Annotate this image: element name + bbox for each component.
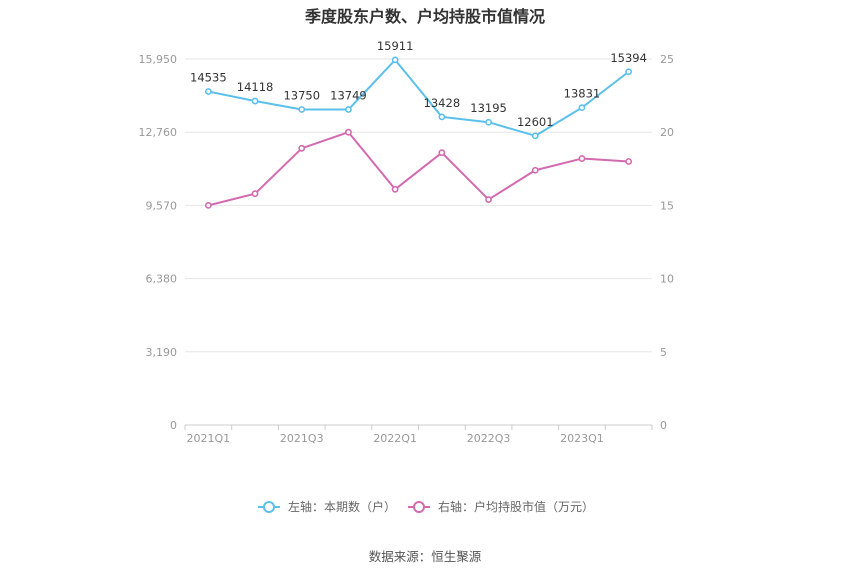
- data-point: [391, 56, 399, 64]
- data-label: 12601: [517, 115, 554, 129]
- right-axis-tick-label: 0: [660, 419, 667, 432]
- data-point: [345, 128, 352, 136]
- data-point: [625, 68, 633, 76]
- data-point: [391, 185, 399, 193]
- left-axis-tick-label: 12,760: [139, 126, 178, 139]
- right-axis-tick-label: 25: [660, 53, 674, 66]
- data-point: [578, 104, 586, 112]
- data-point: [438, 113, 446, 121]
- data-label: 14118: [237, 80, 274, 94]
- data-label: 13749: [330, 89, 367, 103]
- data-label: 13195: [470, 101, 507, 115]
- x-axis-tick-label: 2021Q1: [187, 432, 231, 445]
- legend-swatch-marker: [413, 501, 425, 513]
- data-label: 14535: [190, 70, 227, 84]
- data-point: [251, 97, 259, 105]
- x-axis-tick-label: 2022Q3: [467, 432, 511, 445]
- x-axis-tick-label: 2021Q3: [280, 432, 324, 445]
- data-label: 15911: [377, 39, 414, 53]
- right-axis-tick-label: 10: [660, 273, 674, 286]
- data-point: [485, 118, 492, 126]
- data-point: [485, 196, 492, 203]
- x-axis-tick-label: 2022Q1: [373, 432, 417, 445]
- x-axis-tick-label: 2023Q1: [560, 432, 604, 445]
- right-axis-tick-label: 5: [660, 346, 667, 359]
- data-point: [298, 106, 306, 113]
- data-label: 13750: [283, 88, 320, 102]
- left-axis-tick-label: 15,950: [139, 53, 178, 66]
- data-point: [578, 155, 586, 162]
- left-axis-tick-label: 0: [170, 419, 177, 432]
- data-point: [625, 158, 633, 165]
- legend-label-2: 右轴：户均持股市值（万元）: [438, 499, 594, 514]
- legend-label-1: 左轴：本期数（户）: [288, 499, 396, 514]
- data-label: 15394: [610, 51, 647, 65]
- data-label: 13428: [424, 96, 461, 110]
- data-point: [204, 88, 212, 95]
- data-point: [204, 201, 212, 209]
- source-note: 数据来源：恒生聚源: [368, 549, 482, 564]
- legend-swatch-marker: [263, 501, 275, 513]
- data-point: [531, 132, 539, 140]
- data-point: [531, 166, 539, 174]
- data-point: [438, 149, 446, 157]
- left-axis-tick-label: 6,380: [146, 273, 178, 286]
- chart-title: 季度股东户数、户均持股市值情况: [304, 7, 545, 26]
- left-axis-tick-label: 3,190: [146, 346, 178, 359]
- series-line-1: [208, 58, 630, 137]
- data-point: [298, 144, 306, 152]
- right-axis-tick-label: 20: [660, 126, 674, 139]
- data-point: [345, 106, 352, 113]
- data-point: [251, 190, 259, 198]
- left-axis-tick-label: 9,570: [146, 199, 178, 212]
- series-line-2: [208, 131, 629, 207]
- right-axis-tick-label: 15: [660, 199, 674, 212]
- data-label: 13831: [564, 87, 601, 101]
